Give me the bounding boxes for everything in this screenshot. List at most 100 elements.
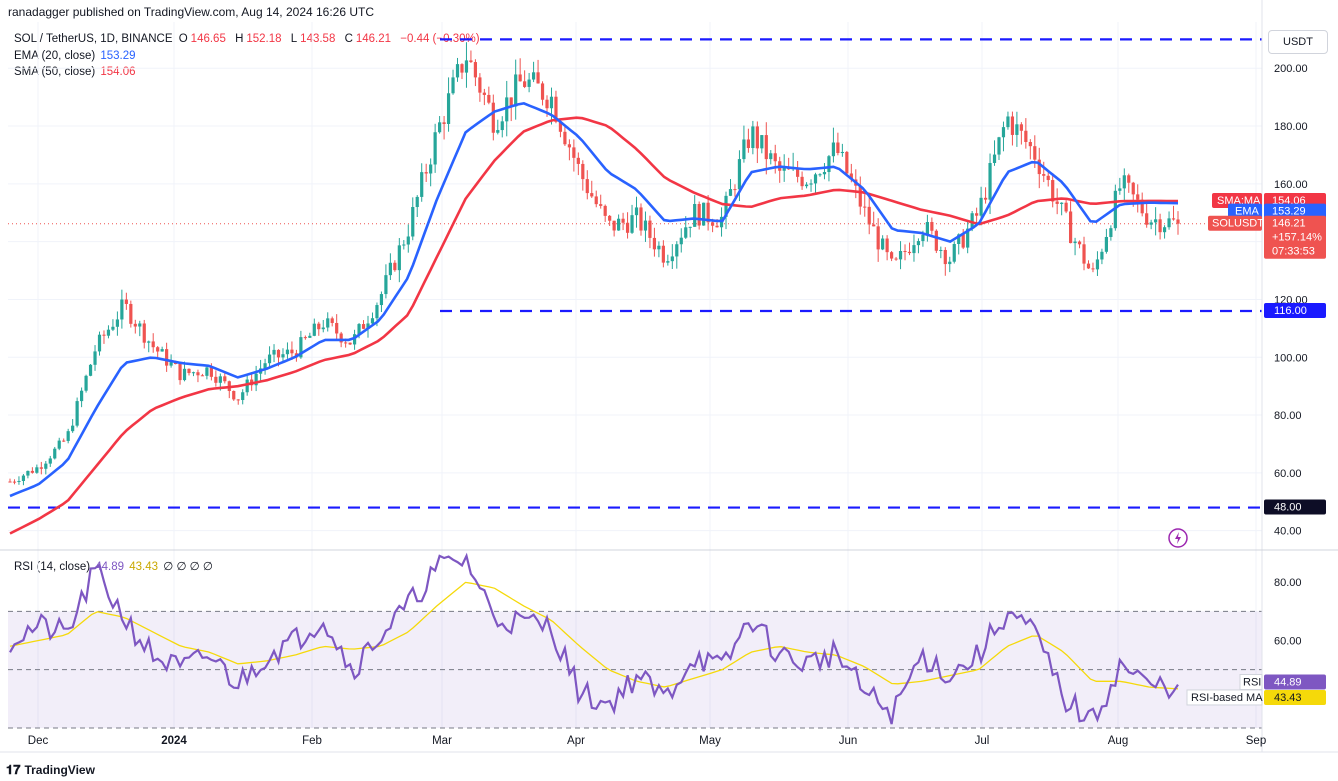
ema20-line <box>9 102 1179 498</box>
candle-body <box>285 349 290 355</box>
candle-body <box>93 351 97 365</box>
rsi-ma-tag-label-box <box>1186 689 1263 706</box>
candle-body <box>836 142 840 154</box>
candle-body <box>21 475 26 481</box>
candle-body <box>621 218 625 223</box>
symbol-title[interactable]: SOL / TetherUS, 1D, BINANCE <box>14 33 173 45</box>
candle-body <box>733 189 737 191</box>
candle-body <box>299 337 303 358</box>
candle-body <box>867 206 871 225</box>
candle-body <box>129 303 133 324</box>
candle-body <box>26 470 30 476</box>
sma-label: SMA (50, close) <box>14 66 96 78</box>
candle-body <box>66 431 70 441</box>
candle-body <box>742 139 746 160</box>
candle-body <box>147 341 151 343</box>
rsi-line <box>9 552 1179 725</box>
candle-body <box>634 207 639 216</box>
candle-body <box>966 228 970 248</box>
rsi-label: RSI (14, close) <box>14 561 91 573</box>
candle-body <box>1010 116 1015 135</box>
candle-body <box>357 324 361 335</box>
candle-body <box>925 222 929 235</box>
candle-body <box>402 244 406 246</box>
candle-body <box>361 324 366 329</box>
candle-body <box>639 207 643 231</box>
candle-body <box>567 144 571 148</box>
rsi-tick-label: 80.00 <box>1274 577 1302 589</box>
candle-body <box>160 349 164 352</box>
candle-body <box>71 425 75 432</box>
ema-tag-label-box <box>1228 203 1262 219</box>
open-label: O <box>178 33 188 45</box>
rsi-legend[interactable]: RSI (14, close) 44.89 43.43 ∅ ∅ ∅ ∅ <box>14 559 213 573</box>
candle-body <box>384 275 388 295</box>
candle-body <box>527 79 531 87</box>
candle-body <box>599 204 603 206</box>
candle-body <box>934 230 938 251</box>
candle-body <box>903 251 907 253</box>
candle-body <box>245 379 249 393</box>
candle-body <box>370 318 375 324</box>
y-tick-label: 160.00 <box>1274 179 1308 191</box>
x-tick-label: Apr <box>567 735 585 747</box>
candle-body <box>657 245 661 250</box>
candle-body <box>187 368 191 374</box>
candle-body <box>232 390 236 400</box>
ema-legend[interactable]: EMA (20, close) 153.29 <box>14 50 136 62</box>
footer-brand[interactable]: 𝟏𝟕 TradingView <box>6 762 95 777</box>
ema-tag-value: 153.29 <box>1272 206 1306 218</box>
close-value: 146.21 <box>355 33 392 45</box>
candle-body <box>670 256 674 262</box>
candle-body <box>388 262 392 276</box>
candle-body <box>62 440 66 442</box>
candle-body <box>1127 175 1131 183</box>
candle-body <box>335 322 339 334</box>
candle-body <box>1162 227 1167 233</box>
candle-body <box>961 234 965 248</box>
sma-value: 154.06 <box>100 66 136 78</box>
ema-tag-value-box <box>1264 203 1326 219</box>
x-tick-label: Mar <box>432 735 452 747</box>
candle-body <box>182 368 187 381</box>
candle-body <box>115 319 120 327</box>
candle-body <box>133 323 137 327</box>
candle-body <box>241 392 245 401</box>
currency-button[interactable]: USDT <box>1268 30 1328 54</box>
candle-body <box>531 72 536 80</box>
low-label: L <box>290 33 298 45</box>
sma-legend[interactable]: SMA (50, close) 154.06 <box>14 66 136 78</box>
candle-body <box>840 151 844 154</box>
candle-body <box>760 135 764 149</box>
candle-body <box>1118 188 1122 191</box>
candle-body <box>661 245 665 263</box>
candle-body <box>1136 194 1140 200</box>
candle-body <box>375 305 379 319</box>
candle-body <box>988 163 992 200</box>
candle-body <box>536 72 540 84</box>
symbol-tag-label: SOLUSDT <box>1212 218 1264 230</box>
candle-body <box>53 448 57 459</box>
candle-body <box>1091 268 1095 270</box>
candle-body <box>8 481 12 483</box>
candlestick-series <box>8 42 1180 486</box>
candle-body <box>500 121 504 131</box>
candle-body <box>455 64 460 78</box>
candle-body <box>675 244 679 257</box>
candle-body <box>679 237 683 245</box>
candle-body <box>339 333 343 343</box>
candle-body <box>106 329 111 336</box>
candle-body <box>831 142 836 157</box>
price-legend: SOL / TetherUS, 1D, BINANCE O 146.65 H 152… <box>14 33 483 45</box>
candle-body <box>1171 218 1176 220</box>
candle-body <box>111 326 115 330</box>
rsi-ma-line <box>9 581 1179 690</box>
candle-body <box>916 241 921 246</box>
rsi-pane <box>8 552 1262 729</box>
candle-body <box>124 299 128 304</box>
candle-body <box>728 189 733 196</box>
candle-body <box>1001 127 1006 138</box>
candle-body <box>84 375 88 391</box>
candle-body <box>464 60 469 73</box>
